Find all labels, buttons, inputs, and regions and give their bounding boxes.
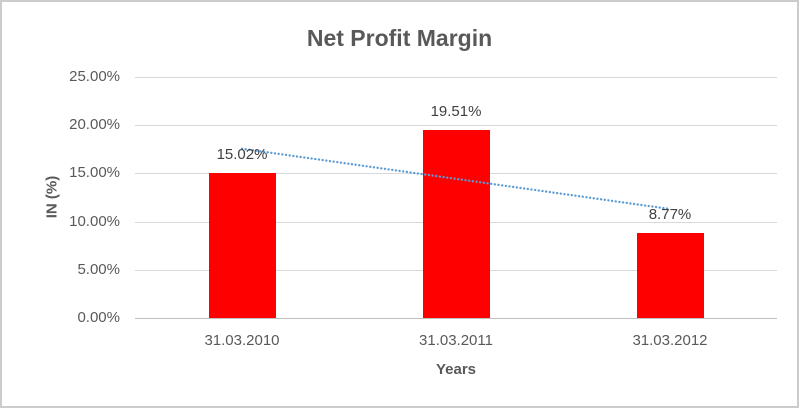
y-tick-label: 25.00%	[69, 68, 120, 85]
bar-data-label: 8.77%	[648, 206, 692, 223]
x-axis-line	[135, 318, 777, 319]
gridline	[135, 125, 777, 126]
chart-title: Net Profit Margin	[306, 25, 493, 51]
y-tick-label: 5.00%	[77, 261, 120, 278]
y-axis-title: IN (%)	[43, 175, 61, 219]
y-tick-label: 15.00%	[69, 164, 120, 181]
x-tick-label: 31.03.2012	[632, 332, 708, 349]
x-tick-label: 31.03.2010	[204, 332, 280, 349]
bar-data-label: 15.02%	[216, 146, 268, 163]
bar	[637, 233, 704, 318]
x-axis-title: Years	[435, 361, 477, 378]
y-tick-label: 10.00%	[69, 213, 120, 230]
y-tick-label: 0.00%	[77, 309, 120, 326]
y-tick-label: 20.00%	[69, 116, 120, 133]
bar	[423, 130, 490, 318]
bar-data-label: 19.51%	[430, 103, 482, 120]
x-tick-label: 31.03.2011	[419, 332, 493, 349]
gridline	[135, 77, 777, 78]
bar	[209, 173, 276, 318]
